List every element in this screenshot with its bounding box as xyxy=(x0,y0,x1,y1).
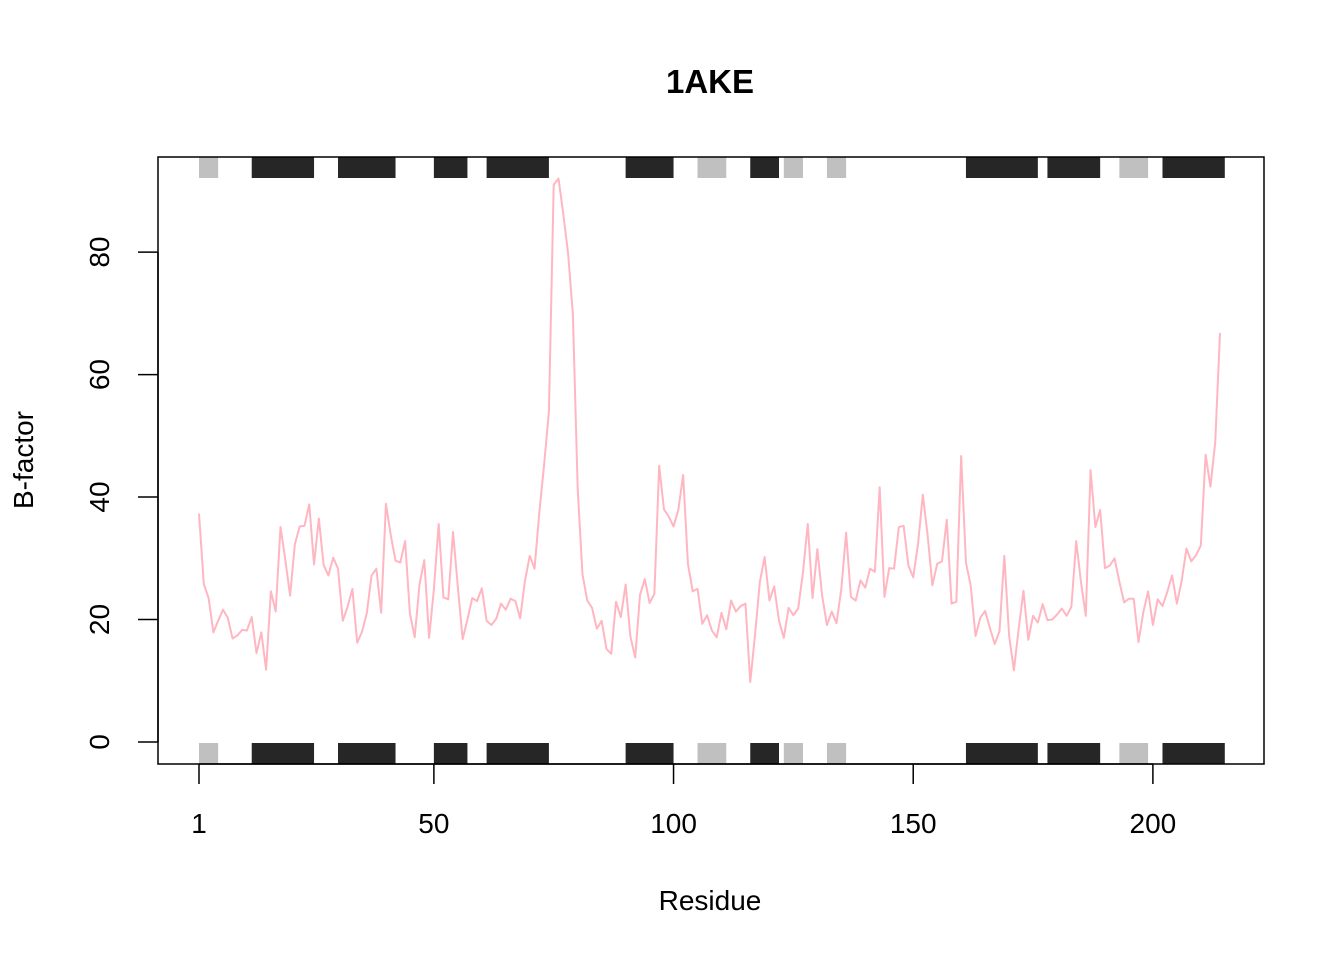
sse-helix-top-2 xyxy=(338,157,396,178)
sse-track-bottom xyxy=(199,743,1225,764)
series-line xyxy=(198,177,1221,683)
sse-helix-top-5 xyxy=(625,157,674,178)
sse-helix-bottom-11 xyxy=(1047,743,1101,764)
sse-strand-top-8 xyxy=(783,157,803,178)
x-tick-label-4: 200 xyxy=(1130,808,1177,839)
sse-helix-top-10 xyxy=(965,157,1038,178)
sse-strand-top-9 xyxy=(826,157,847,178)
y-axis-label: B-factor xyxy=(8,411,39,509)
plot-frame xyxy=(157,156,1265,765)
sse-helix-top-3 xyxy=(433,157,468,178)
sse-track-top xyxy=(199,157,1225,178)
sse-helix-bottom-4 xyxy=(486,743,549,764)
x-tick-label-3: 150 xyxy=(890,808,937,839)
sse-strand-bottom-12 xyxy=(1119,743,1149,764)
x-axis-label: Residue xyxy=(659,885,762,916)
x-tick-label-2: 100 xyxy=(650,808,697,839)
sse-helix-bottom-7 xyxy=(750,743,780,764)
sse-strand-bottom-8 xyxy=(783,743,803,764)
y-tick-label-0: 0 xyxy=(84,734,115,750)
sse-strand-top-12 xyxy=(1119,157,1149,178)
sse-strand-top-6 xyxy=(697,157,727,178)
y-tick-label-3: 60 xyxy=(84,359,115,390)
y-tick-label-1: 20 xyxy=(84,604,115,635)
sse-strand-top-0 xyxy=(199,157,219,178)
y-axis: 0 20 40 60 80 xyxy=(84,237,159,750)
y-tick-label-4: 80 xyxy=(84,237,115,268)
x-axis: 1 50 100 150 200 xyxy=(191,763,1177,839)
x-tick-label-1: 50 xyxy=(418,808,449,839)
sse-strand-bottom-9 xyxy=(826,743,847,764)
sse-helix-bottom-13 xyxy=(1162,743,1225,764)
sse-helix-top-1 xyxy=(251,157,315,178)
sse-helix-bottom-3 xyxy=(433,743,468,764)
sse-helix-top-7 xyxy=(750,157,780,178)
sse-helix-bottom-5 xyxy=(625,743,674,764)
sse-helix-bottom-1 xyxy=(251,743,315,764)
sse-helix-bottom-2 xyxy=(338,743,396,764)
y-tick-label-2: 40 xyxy=(84,481,115,512)
sse-strand-bottom-0 xyxy=(199,743,219,764)
sse-helix-bottom-10 xyxy=(965,743,1038,764)
x-tick-label-0: 1 xyxy=(191,808,207,839)
sse-helix-top-13 xyxy=(1162,157,1225,178)
sse-helix-top-11 xyxy=(1047,157,1101,178)
sse-strand-bottom-6 xyxy=(697,743,727,764)
chart-title: 1AKE xyxy=(666,63,754,100)
sse-helix-top-4 xyxy=(486,157,549,178)
